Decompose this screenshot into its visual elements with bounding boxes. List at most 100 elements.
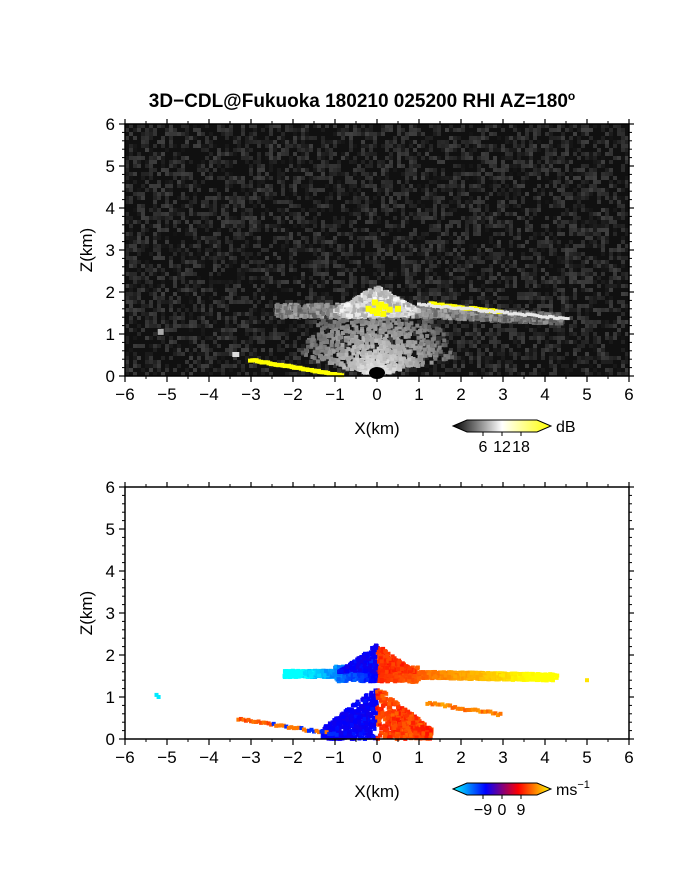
reflectivity-noise: [225, 360, 229, 364]
reflectivity-noise: [545, 224, 549, 228]
reflectivity-noise: [561, 200, 565, 204]
reflectivity-noise: [401, 140, 405, 144]
reflectivity-noise: [349, 180, 353, 184]
reflectivity-noise: [525, 136, 529, 140]
reflectivity-noise: [193, 360, 197, 364]
reflectivity-noise: [281, 244, 285, 248]
reflectivity-noise: [457, 200, 461, 204]
reflectivity-noise: [549, 136, 553, 140]
reflectivity-noise: [541, 144, 545, 148]
reflectivity-noise: [621, 180, 625, 184]
reflectivity-noise: [425, 296, 429, 300]
reflectivity-noise: [449, 284, 453, 288]
reflectivity-noise: [489, 184, 493, 188]
reflectivity-noise: [573, 124, 577, 128]
reflectivity-echo: [339, 325, 344, 330]
reflectivity-noise: [373, 236, 377, 240]
reflectivity-noise: [445, 288, 449, 292]
reflectivity-echo: [319, 331, 324, 336]
reflectivity-noise: [477, 260, 481, 264]
reflectivity-noise: [573, 176, 577, 180]
reflectivity-noise: [357, 196, 361, 200]
reflectivity-noise: [421, 300, 425, 304]
reflectivity-noise: [153, 156, 157, 160]
reflectivity-noise: [521, 216, 525, 220]
reflectivity-noise: [489, 332, 493, 336]
reflectivity-noise: [581, 332, 585, 336]
reflectivity-noise: [533, 348, 537, 352]
reflectivity-noise: [133, 364, 137, 368]
reflectivity-noise: [161, 188, 165, 192]
reflectivity-noise: [577, 232, 581, 236]
reflectivity-noise: [417, 244, 421, 248]
reflectivity-noise: [169, 164, 173, 168]
reflectivity-noise: [541, 368, 545, 372]
reflectivity-noise: [237, 276, 241, 280]
reflectivity-noise: [505, 136, 509, 140]
reflectivity-noise: [157, 208, 161, 212]
reflectivity-noise: [165, 332, 169, 336]
reflectivity-noise: [597, 228, 601, 232]
reflectivity-noise: [601, 268, 605, 272]
reflectivity-noise: [585, 196, 589, 200]
reflectivity-noise: [309, 292, 313, 296]
reflectivity-noise: [601, 140, 605, 144]
reflectivity-noise: [201, 348, 205, 352]
reflectivity-noise: [173, 200, 177, 204]
reflectivity-noise: [413, 148, 417, 152]
reflectivity-noise: [505, 368, 509, 372]
reflectivity-noise: [577, 192, 581, 196]
reflectivity-noise: [421, 212, 425, 216]
reflectivity-noise: [565, 296, 569, 300]
reflectivity-noise: [513, 328, 517, 332]
reflectivity-noise: [309, 136, 313, 140]
reflectivity-noise: [125, 352, 129, 356]
reflectivity-noise: [201, 280, 205, 284]
reflectivity-noise: [265, 124, 269, 128]
reflectivity-noise: [493, 176, 497, 180]
reflectivity-noise: [237, 364, 241, 368]
reflectivity-noise: [325, 196, 329, 200]
reflectivity-noise: [181, 184, 185, 188]
reflectivity-noise: [569, 192, 573, 196]
reflectivity-noise: [569, 248, 573, 252]
reflectivity-noise: [345, 232, 349, 236]
reflectivity-noise: [525, 284, 529, 288]
reflectivity-noise: [333, 172, 337, 176]
reflectivity-noise: [281, 236, 285, 240]
reflectivity-noise: [281, 268, 285, 272]
reflectivity-noise: [425, 168, 429, 172]
reflectivity-noise: [525, 324, 529, 328]
reflectivity-noise: [405, 132, 409, 136]
reflectivity-noise: [573, 264, 577, 268]
reflectivity-noise: [373, 172, 377, 176]
reflectivity-noise: [137, 276, 141, 280]
reflectivity-noise: [201, 308, 205, 312]
reflectivity-echo: [420, 360, 425, 365]
reflectivity-noise: [505, 280, 509, 284]
reflectivity-noise: [133, 180, 137, 184]
reflectivity-noise: [129, 288, 133, 292]
reflectivity-noise: [621, 156, 625, 160]
reflectivity-noise: [341, 216, 345, 220]
reflectivity-noise: [457, 236, 461, 240]
reflectivity-noise: [285, 336, 289, 340]
reflectivity-noise: [609, 264, 613, 268]
reflectivity-noise: [573, 360, 577, 364]
reflectivity-echo: [317, 354, 322, 359]
reflectivity-noise: [545, 272, 549, 276]
reflectivity-noise: [229, 160, 233, 164]
reflectivity-noise: [185, 368, 189, 372]
reflectivity-echo: [416, 350, 421, 355]
reflectivity-noise: [301, 332, 305, 336]
reflectivity-noise: [257, 264, 261, 268]
reflectivity-noise: [445, 280, 449, 284]
reflectivity-noise: [573, 280, 577, 284]
reflectivity-noise: [189, 300, 193, 304]
reflectivity-noise: [453, 368, 457, 372]
reflectivity-noise: [301, 236, 305, 240]
reflectivity-noise: [133, 272, 137, 276]
reflectivity-noise: [429, 224, 433, 228]
reflectivity-noise: [453, 360, 457, 364]
reflectivity-noise: [369, 200, 373, 204]
